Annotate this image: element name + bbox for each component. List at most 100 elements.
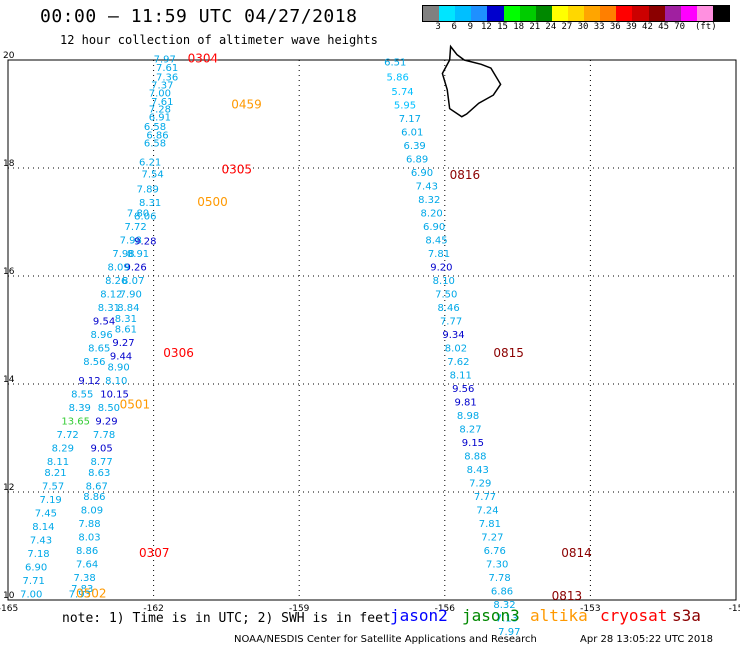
wave-height-label: 7.24 — [476, 506, 498, 517]
wave-height-label: 7.27 — [481, 533, 503, 544]
wave-height-label: 8.26 — [105, 276, 127, 287]
wave-height-label: 8.10 — [105, 376, 127, 387]
wave-height-label: 8.45 — [425, 236, 447, 247]
credit-text: NOAA/NESDIS Center for Satellite Applica… — [234, 634, 537, 645]
wave-height-label: 6.91 — [149, 112, 171, 123]
wave-height-label: 7.77 — [440, 317, 462, 328]
legend-label: 24 — [545, 22, 557, 32]
wave-height-label: 8.31 — [115, 314, 137, 325]
wave-height-label: 7.37 — [151, 81, 173, 92]
wave-height-label: 5.95 — [394, 101, 416, 112]
wave-height-label: 8.12 — [100, 290, 122, 301]
wave-height-label: 9.54 — [93, 317, 115, 328]
wave-height-label: 9.81 — [455, 398, 477, 409]
island-outline — [441, 44, 502, 118]
color-legend — [422, 5, 730, 22]
lat-tick-label: 12 — [3, 483, 14, 493]
wave-height-label: 8.55 — [71, 390, 93, 401]
wave-height-label: 7.72 — [57, 430, 79, 441]
wave-height-label: 8.67 — [86, 481, 108, 492]
wave-height-label: 9.05 — [91, 444, 113, 455]
wave-height-label: 7.50 — [435, 290, 457, 301]
pass-time-label: 0307 — [139, 546, 170, 560]
wave-height-label: 7.72 — [124, 222, 146, 233]
wave-height-label: 8.84 — [117, 303, 139, 314]
wave-height-label: 8.09 — [107, 263, 129, 274]
wave-height-label: 8.98 — [457, 411, 479, 422]
wave-height-label: 8.09 — [81, 506, 103, 517]
satellite-cryosat: cryosat — [600, 606, 668, 625]
wave-height-label: 8.27 — [459, 425, 481, 436]
wave-height-label: 6.90 — [411, 168, 433, 179]
wave-height-label: 6.21 — [139, 157, 161, 168]
legend-swatch — [632, 6, 649, 21]
legend-label: 12 — [480, 22, 492, 32]
wave-height-label: 7.97 — [154, 55, 176, 66]
wave-height-label: 8.31 — [139, 198, 161, 209]
wave-height-label: 8.31 — [98, 303, 120, 314]
legend-label: 39 — [625, 22, 637, 32]
wave-height-label: 8.61 — [115, 325, 137, 336]
timestamp: Apr 28 13:05:22 UTC 2018 — [580, 634, 713, 645]
wave-height-label: 7.54 — [141, 170, 163, 181]
legend-label: 30 — [577, 22, 589, 32]
satellite-jason3: jason3 — [462, 606, 520, 625]
pass-time-label: 0816 — [450, 168, 481, 182]
wave-height-label: 8.86 — [83, 492, 105, 503]
legend-swatch — [712, 6, 730, 21]
wave-height-label: 8.03 — [78, 533, 100, 544]
wave-height-label: 8.88 — [464, 452, 486, 463]
wave-height-label: 6.58 — [144, 138, 166, 149]
wave-height-label: 8.96 — [91, 330, 113, 341]
legend-swatch — [584, 6, 601, 21]
legend-label: 70 — [674, 22, 686, 32]
wave-height-label: 8.50 — [98, 403, 120, 414]
wave-height-label: 8.91 — [127, 249, 149, 260]
legend-label: 18 — [513, 22, 525, 32]
wave-height-label: 5.74 — [391, 87, 413, 98]
wave-height-label: 7.61 — [156, 63, 178, 74]
lon-tick-label: -159 — [289, 604, 310, 614]
wave-height-label: 9.27 — [112, 338, 134, 349]
wave-height-label: 7.78 — [488, 573, 510, 584]
legend-swatch — [616, 6, 633, 21]
legend-label: 6 — [451, 22, 457, 32]
wave-height-label: 7.30 — [486, 560, 508, 571]
wave-height-label: 7.71 — [23, 576, 45, 587]
wave-height-label: 9.28 — [134, 237, 156, 248]
footer-note: note: 1) Time is in UTC; 2) SWH is in fe… — [62, 611, 391, 626]
wave-height-label: 7.93 — [69, 589, 91, 600]
wave-height-label: 8.77 — [91, 457, 113, 468]
wave-height-label: 8.14 — [32, 522, 54, 533]
pass-time-label: 0502 — [76, 586, 107, 600]
wave-height-label: 7.36 — [156, 73, 178, 84]
legend-label: 33 — [593, 22, 605, 32]
wave-height-label: 8.10 — [433, 276, 455, 287]
wave-height-label: 8.43 — [467, 465, 489, 476]
legend-swatch — [551, 6, 568, 21]
wave-height-label: 9.56 — [452, 384, 474, 395]
legend-swatch — [455, 6, 472, 21]
legend-swatch — [471, 6, 488, 21]
wave-height-label: 6.58 — [144, 122, 166, 133]
wave-height-label: 9.15 — [462, 438, 484, 449]
pass-time-label: 0814 — [561, 546, 592, 560]
pass-time-label: 0459 — [231, 98, 262, 112]
legend-swatch — [648, 6, 665, 21]
wave-height-label: 8.46 — [438, 303, 460, 314]
wave-height-label: 8.63 — [88, 468, 110, 479]
wave-height-label: 7.17 — [399, 114, 421, 125]
wave-height-label: 7.45 — [35, 508, 57, 519]
wave-height-label: 7.18 — [27, 549, 49, 560]
lon-tick-label: -162 — [143, 604, 163, 614]
wave-height-label: 13.65 — [61, 417, 90, 428]
wave-height-label: 8.56 — [83, 357, 105, 368]
page-title: 00:00 – 11:59 UTC 04/27/2018 — [40, 6, 358, 27]
wave-height-label: 7.89 — [137, 184, 159, 195]
wave-height-label: 7.00 — [20, 589, 42, 600]
wave-height-label: 6.89 — [406, 155, 428, 166]
wave-height-label: 7.61 — [151, 97, 173, 108]
legend-label: 42 — [642, 22, 653, 32]
wave-height-label: 6.90 — [25, 562, 47, 573]
